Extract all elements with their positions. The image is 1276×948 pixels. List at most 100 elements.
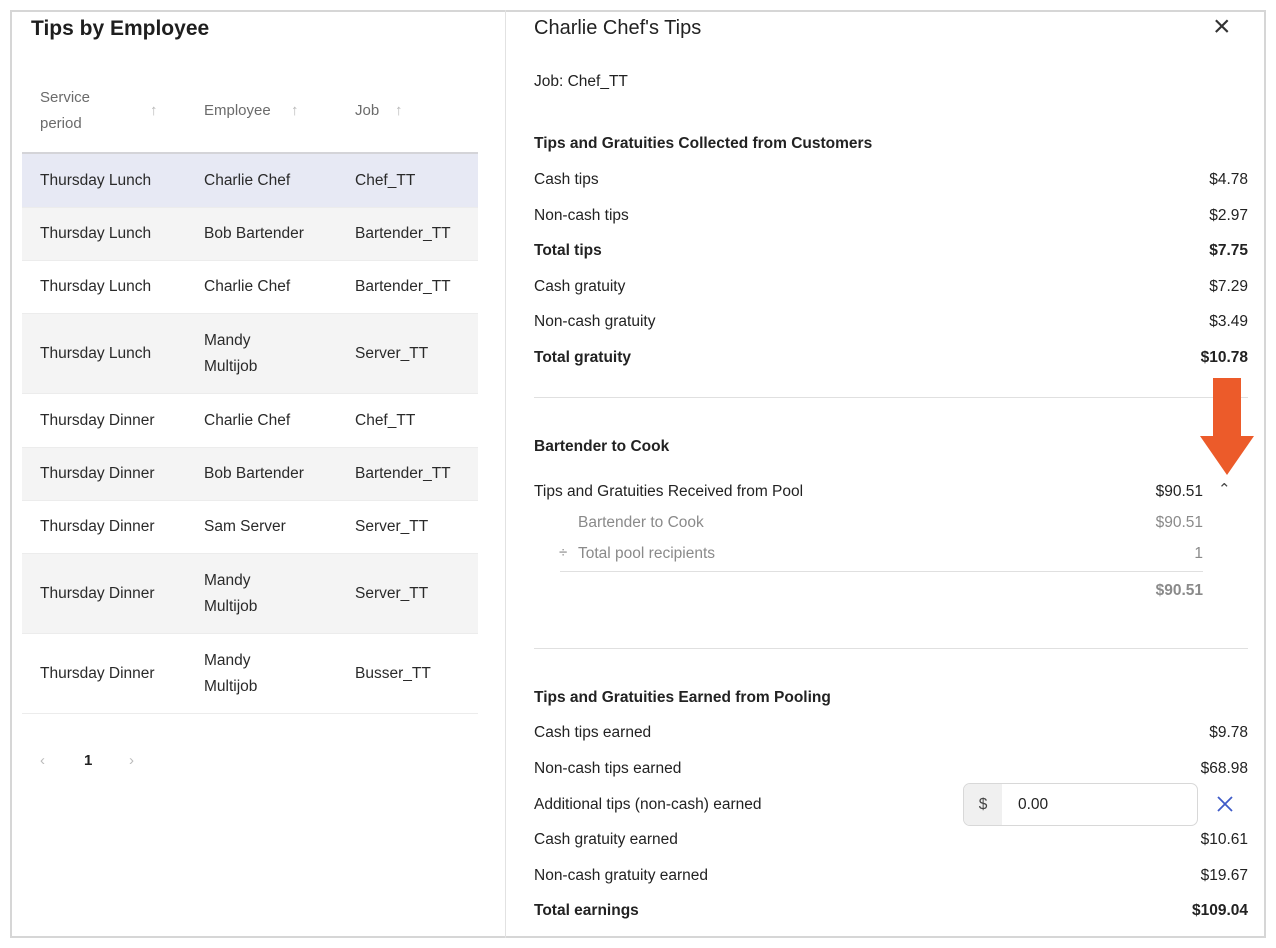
amount-row: Non-cash gratuity earned $19.67 xyxy=(534,866,1248,886)
header-line: period xyxy=(40,115,82,132)
cell-job: Server_TT xyxy=(355,584,429,602)
employee-line: Mandy xyxy=(204,331,251,349)
close-icon[interactable]: × xyxy=(1213,10,1231,43)
row-label: Total pool recipients xyxy=(578,545,715,562)
cell-employee: Mandy Multijob xyxy=(204,648,257,700)
employee-line: Bob Bartender xyxy=(204,465,304,482)
amount-row: Cash gratuity $7.29 xyxy=(534,277,1248,297)
detail-title: Charlie Chef's Tips xyxy=(534,17,702,39)
table-row[interactable]: Thursday Dinner Mandy Multijob Busser_TT xyxy=(22,634,478,714)
cell-employee: Mandy Multijob xyxy=(204,328,257,380)
pool-received-row: Tips and Gratuities Received from Pool $9… xyxy=(534,482,1203,502)
amount-row: Total earnings $109.04 xyxy=(534,901,1248,921)
cell-job: Busser_TT xyxy=(355,664,431,682)
pool-heading: Bartender to Cook xyxy=(534,438,670,455)
job-label: Job: Chef_TT xyxy=(534,73,628,90)
cell-job: Bartender_TT xyxy=(355,225,451,242)
page-1-button[interactable]: 1 xyxy=(84,752,93,769)
row-value: $109.04 xyxy=(1191,902,1248,920)
row-value: $90.51 xyxy=(1155,514,1203,531)
row-label: Non-cash gratuity earned xyxy=(534,866,709,884)
chevron-up-icon[interactable]: ⌃ xyxy=(1218,481,1231,498)
table-row[interactable]: Thursday Lunch Charlie Chef Chef_TT xyxy=(22,154,478,208)
divider xyxy=(534,397,1248,398)
cell-service-period: Thursday Dinner xyxy=(40,584,155,602)
column-header-employee[interactable]: Employee xyxy=(204,102,271,119)
row-label: Total tips xyxy=(534,242,602,260)
panel-title: Tips by Employee xyxy=(31,17,210,40)
row-value: $90.51 xyxy=(1155,582,1203,599)
row-label: Additional tips (non-cash) earned xyxy=(534,796,762,813)
table-row[interactable]: Thursday Dinner Sam Server Server_TT xyxy=(22,501,478,554)
row-value: $7.75 xyxy=(1209,242,1248,260)
row-value: $2.97 xyxy=(1209,206,1248,224)
sort-arrow-icon[interactable]: ↑ xyxy=(150,102,158,119)
cell-service-period: Thursday Dinner xyxy=(40,411,155,429)
divider xyxy=(560,571,1203,572)
amount-row: Non-cash tips earned $68.98 xyxy=(534,759,1248,779)
employee-line: Bob Bartender xyxy=(204,225,304,242)
cell-service-period: Thursday Lunch xyxy=(40,278,152,295)
divider xyxy=(534,648,1248,649)
amount-row: Non-cash gratuity $3.49 xyxy=(534,312,1248,332)
row-label: Total gratuity xyxy=(534,349,632,366)
table-row[interactable]: Thursday Lunch Mandy Multijob Server_TT xyxy=(22,314,478,394)
cell-employee: Charlie Chef xyxy=(204,168,290,194)
sort-arrow-icon[interactable]: ↑ xyxy=(291,102,299,119)
row-value: $10.61 xyxy=(1200,831,1248,848)
sort-arrow-icon[interactable]: ↑ xyxy=(395,102,403,119)
amount-row: Cash tips earned $9.78 xyxy=(534,723,1248,743)
row-label: Cash tips xyxy=(534,171,599,188)
row-label: Cash gratuity xyxy=(534,277,626,295)
amount-row: Cash tips $4.78 xyxy=(534,170,1248,190)
row-label: Cash tips earned xyxy=(534,724,652,741)
tips-table: Thursday Lunch Charlie Chef Chef_TT Thursda… xyxy=(22,152,478,714)
row-value: $19.67 xyxy=(1200,866,1248,884)
employee-line: Charlie Chef xyxy=(204,411,291,429)
cell-employee: Charlie Chef xyxy=(204,274,290,300)
row-value: $3.49 xyxy=(1209,313,1248,331)
table-row[interactable]: Thursday Lunch Charlie Chef Bartender_TT xyxy=(22,261,478,314)
employee-line: Charlie Chef xyxy=(204,278,291,295)
employee-line: Multijob xyxy=(204,357,258,375)
cell-service-period: Thursday Lunch xyxy=(40,225,152,242)
table-row[interactable]: Thursday Dinner Charlie Chef Chef_TT xyxy=(22,394,478,448)
row-label: Total earnings xyxy=(534,902,639,920)
cell-service-period: Thursday Lunch xyxy=(40,344,152,362)
amount-row: Total tips $7.75 xyxy=(534,241,1248,261)
employee-line: Mandy xyxy=(204,571,251,589)
row-value: $68.98 xyxy=(1200,759,1248,777)
cell-service-period: Thursday Dinner xyxy=(40,664,155,682)
column-header-service-period[interactable]: Service period xyxy=(40,85,90,137)
cell-job: Bartender_TT xyxy=(355,278,451,295)
employee-line: Mandy xyxy=(204,651,251,669)
row-label: Bartender to Cook xyxy=(578,514,704,531)
row-value: 1 xyxy=(1194,545,1203,562)
pool-sub-row: Bartender to Cook $90.51 xyxy=(578,513,1203,533)
row-label: Cash gratuity earned xyxy=(534,831,678,848)
amount-row: Cash gratuity earned $10.61 xyxy=(534,830,1248,850)
amount-row: Total gratuity $10.78 xyxy=(534,348,1248,368)
row-value: $7.29 xyxy=(1209,277,1248,295)
cell-employee: Bob Bartender xyxy=(204,461,304,487)
clear-icon[interactable] xyxy=(1216,795,1234,813)
table-row[interactable]: Thursday Dinner Bob Bartender Bartender_TT xyxy=(22,448,478,501)
table-row[interactable]: Thursday Dinner Mandy Multijob Server_TT xyxy=(22,554,478,634)
table-row[interactable]: Thursday Lunch Bob Bartender Bartender_TT xyxy=(22,208,478,261)
additional-tips-input[interactable]: $ 0.00 xyxy=(963,783,1198,826)
cell-employee: Sam Server xyxy=(204,514,286,540)
cell-service-period: Thursday Dinner xyxy=(40,518,155,535)
employee-line: Sam Server xyxy=(204,518,286,535)
row-label: Tips and Gratuities Received from Pool xyxy=(534,483,804,500)
cell-service-period: Thursday Lunch xyxy=(40,171,152,189)
prev-page-button[interactable]: ‹ xyxy=(40,752,45,769)
window-frame xyxy=(10,10,1266,938)
annotation-arrow-icon xyxy=(1200,378,1254,475)
header-line: Service xyxy=(40,89,91,106)
input-value[interactable]: 0.00 xyxy=(1018,795,1049,813)
cell-service-period: Thursday Dinner xyxy=(40,465,155,482)
next-page-button[interactable]: › xyxy=(129,752,134,769)
cell-employee: Mandy Multijob xyxy=(204,568,257,620)
column-header-job[interactable]: Job xyxy=(355,102,380,119)
tips-by-employee-panel xyxy=(10,10,506,938)
